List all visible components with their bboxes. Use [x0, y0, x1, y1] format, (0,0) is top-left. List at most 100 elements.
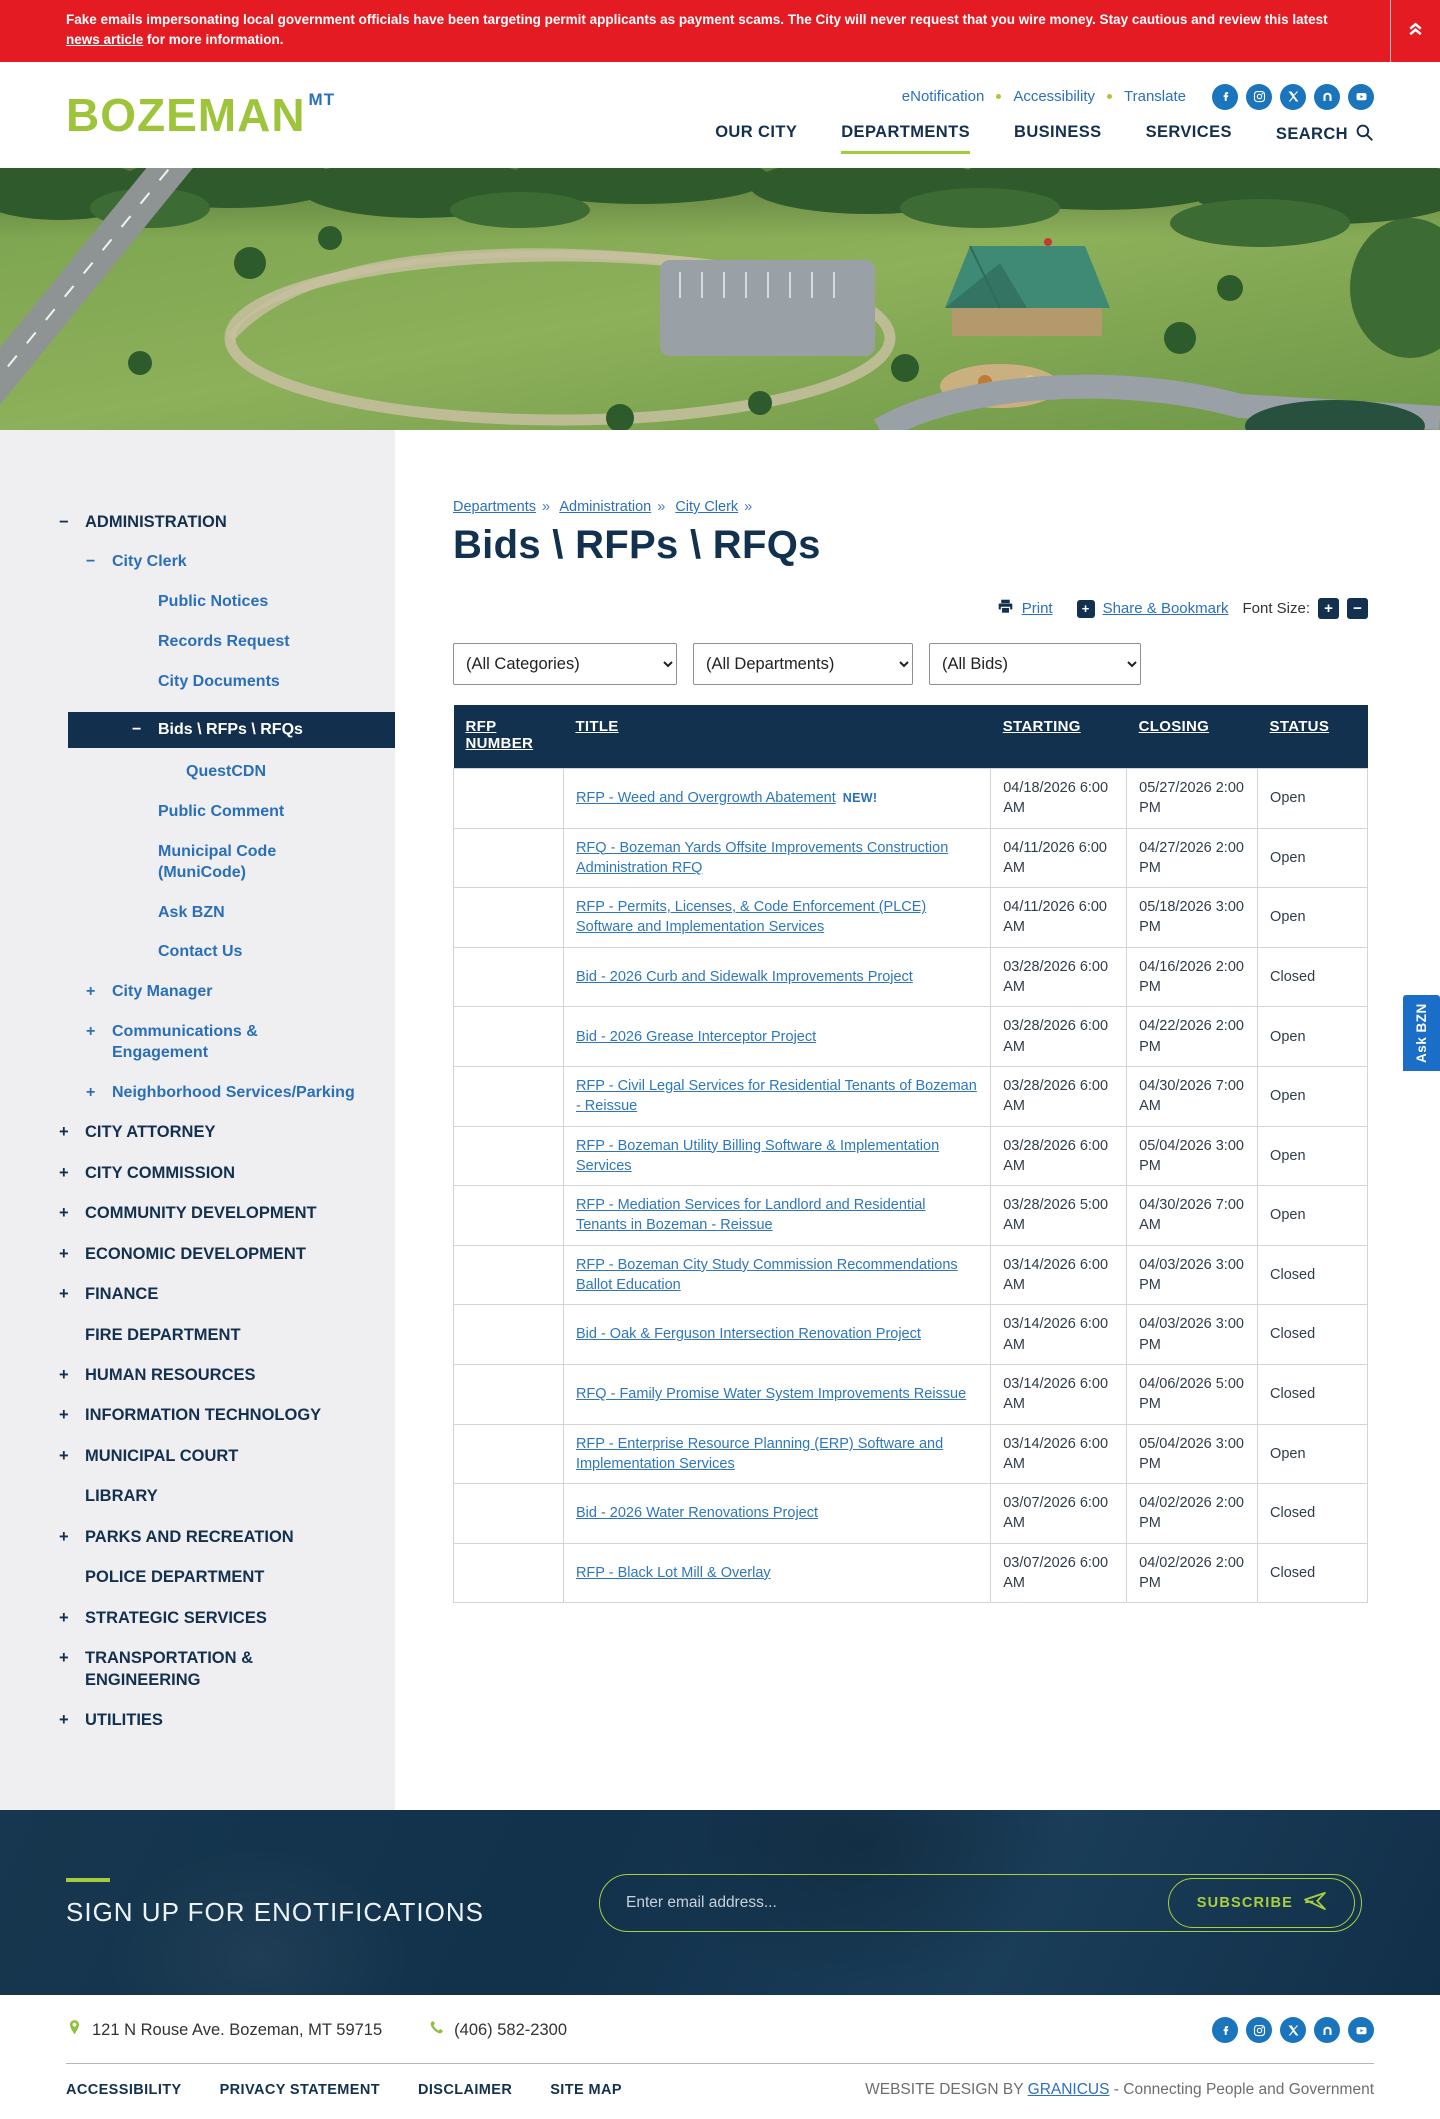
sidebar-item-questcdn[interactable]: QuestCDN — [0, 762, 395, 783]
privacy-statement-link[interactable]: PRIVACY STATEMENT — [219, 2082, 380, 2099]
sidebar-item-fire-department[interactable]: FIRE DEPARTMENT — [0, 1325, 395, 1346]
sidebar-item-public-notices[interactable]: Public Notices — [0, 592, 395, 613]
x-icon[interactable] — [1280, 2017, 1306, 2044]
bid-title-link[interactable]: Bid - 2026 Water Renovations Project — [575, 1505, 819, 1522]
sidebar-item-library[interactable]: LIBRARY — [0, 1486, 395, 1507]
bid-title-link[interactable]: Bid - 2026 Curb and Sidewalk Improvement… — [575, 968, 913, 985]
expand-icon[interactable]: + — [59, 1649, 69, 1668]
sidebar-item-label[interactable]: POLICE DEPARTMENT — [85, 1568, 265, 1587]
sidebar-item-label[interactable]: Public Notices — [158, 593, 269, 611]
sidebar-item-label[interactable]: HUMAN RESOURCES — [85, 1366, 256, 1385]
search-button[interactable]: SEARCH — [1276, 123, 1374, 147]
expand-icon[interactable]: + — [59, 1710, 69, 1729]
facebook-icon[interactable] — [1212, 83, 1238, 110]
sidebar-item-records-request[interactable]: Records Request — [0, 632, 395, 653]
sidebar-item-label[interactable]: STRATEGIC SERVICES — [85, 1608, 267, 1627]
translate-link[interactable]: Translate — [1124, 88, 1186, 105]
sidebar-item-label[interactable]: City Documents — [158, 672, 280, 690]
nav-services[interactable]: SERVICES — [1145, 123, 1232, 141]
font-size-decrease-button[interactable]: − — [1347, 598, 1368, 619]
sidebar-item-label[interactable]: CITY ATTORNEY — [85, 1123, 216, 1142]
sidebar-item-city-commission[interactable]: + CITY COMMISSION — [0, 1163, 395, 1184]
sidebar-item-label[interactable]: Ask BZN — [158, 903, 225, 921]
bid-title-link[interactable]: RFQ - Bozeman Yards Offsite Improvements… — [575, 839, 949, 876]
expand-icon[interactable]: + — [59, 1366, 69, 1385]
bid-title-link[interactable]: RFP - Black Lot Mill & Overlay — [575, 1564, 771, 1581]
expand-icon[interactable]: + — [59, 1163, 69, 1182]
sidebar-item-transportation-engineering[interactable]: + TRANSPORTATION & ENGINEERING — [0, 1648, 395, 1691]
breadcrumb-city-clerk[interactable]: City Clerk — [675, 499, 739, 515]
sidebar-item-police-department[interactable]: POLICE DEPARTMENT — [0, 1567, 395, 1588]
sidebar-item-label[interactable]: FINANCE — [85, 1285, 159, 1304]
sort-status[interactable]: STATUS — [1269, 718, 1330, 735]
x-icon[interactable] — [1280, 83, 1306, 110]
bid-title-link[interactable]: RFP - Mediation Services for Landlord an… — [575, 1197, 926, 1234]
email-input[interactable] — [626, 1893, 1156, 1912]
sidebar-item-label[interactable]: Municipal Code (MuniCode) — [158, 843, 277, 881]
sidebar-item-label[interactable]: City Clerk — [112, 553, 187, 571]
youtube-icon[interactable] — [1348, 2017, 1374, 2044]
sidebar-item-label[interactable]: ADMINISTRATION — [85, 513, 227, 531]
ask-bzn-tab[interactable]: Ask BZN — [1403, 995, 1440, 1071]
sidebar-item-label[interactable]: ECONOMIC DEVELOPMENT — [85, 1244, 306, 1263]
sidebar-item-label[interactable]: FIRE DEPARTMENT — [85, 1325, 241, 1344]
category-filter-select[interactable]: (All Categories) — [453, 643, 677, 685]
bid-title-link[interactable]: RFP - Permits, Licenses, & Code Enforcem… — [575, 899, 927, 936]
sidebar-item-information-technology[interactable]: + INFORMATION TECHNOLOGY — [0, 1405, 395, 1426]
expand-icon[interactable]: + — [59, 1285, 69, 1304]
sort-closing[interactable]: CLOSING — [1138, 718, 1210, 735]
sidebar-item-label[interactable]: PARKS AND RECREATION — [85, 1527, 294, 1546]
font-size-increase-button[interactable]: + — [1318, 598, 1339, 619]
nextdoor-icon[interactable] — [1314, 83, 1340, 110]
instagram-icon[interactable] — [1246, 2017, 1272, 2044]
expand-icon[interactable]: + — [59, 1123, 69, 1142]
accessibility-footer-link[interactable]: ACCESSIBILITY — [66, 2082, 182, 2099]
sidebar-item-ask-bzn[interactable]: Ask BZN — [0, 903, 395, 924]
collapse-icon[interactable]: − — [86, 553, 96, 571]
youtube-icon[interactable] — [1348, 83, 1374, 110]
sidebar-item-label[interactable]: City Manager — [112, 983, 213, 1001]
sidebar-item-parks-and-recreation[interactable]: + PARKS AND RECREATION — [0, 1527, 395, 1548]
sidebar-item-label[interactable]: INFORMATION TECHNOLOGY — [85, 1406, 322, 1425]
sidebar-item-label[interactable]: LIBRARY — [85, 1487, 158, 1506]
sidebar-item-city-manager[interactable]: + City Manager — [0, 982, 395, 1003]
bid-title-link[interactable]: RFP - Bozeman Utility Billing Software &… — [575, 1137, 940, 1174]
sidebar-item-neighborhood-services-parking[interactable]: + Neighborhood Services/Parking — [0, 1083, 395, 1104]
sidebar-item-city-documents[interactable]: City Documents — [0, 672, 395, 693]
sidebar-item-label[interactable]: Public Comment — [158, 803, 285, 821]
bid-title-link[interactable]: Bid - Oak & Ferguson Intersection Renova… — [575, 1326, 921, 1343]
expand-icon[interactable]: + — [59, 1406, 69, 1425]
sort-starting[interactable]: STARTING — [1002, 718, 1081, 735]
collapse-icon[interactable]: − — [59, 513, 69, 531]
granicus-link[interactable]: GRANICUS — [1027, 2081, 1110, 2099]
instagram-icon[interactable] — [1246, 83, 1272, 110]
sidebar-item-label[interactable]: MUNICIPAL COURT — [85, 1446, 239, 1465]
sidebar-item-municipal-code-municode[interactable]: Municipal Code (MuniCode) — [0, 842, 395, 884]
sidebar-item-community-development[interactable]: + COMMUNITY DEVELOPMENT — [0, 1203, 395, 1224]
sidebar-item-label[interactable]: COMMUNITY DEVELOPMENT — [85, 1204, 317, 1223]
disclaimer-link[interactable]: DISCLAIMER — [417, 2082, 513, 2099]
sidebar-item-label[interactable]: Bids \ RFPs \ RFQs — [158, 720, 303, 738]
sidebar-item-label[interactable]: TRANSPORTATION & ENGINEERING — [85, 1649, 254, 1689]
sidebar-item-label[interactable]: Neighborhood Services/Parking — [112, 1083, 355, 1101]
sidebar-item-strategic-services[interactable]: + STRATEGIC SERVICES — [0, 1608, 395, 1629]
sidebar-item-label[interactable]: Communications & Engagement — [112, 1023, 258, 1061]
sidebar-item-economic-development[interactable]: + ECONOMIC DEVELOPMENT — [0, 1244, 395, 1265]
sidebar-item-label[interactable]: Records Request — [158, 633, 290, 651]
bid-title-link[interactable]: RFP - Enterprise Resource Planning (ERP)… — [575, 1435, 944, 1472]
sidebar-item-bids-rfps-rfqs[interactable]: − Bids \ RFPs \ RFQs — [68, 711, 395, 749]
expand-icon[interactable]: + — [86, 1083, 96, 1101]
sidebar-item-city-clerk[interactable]: − City Clerk — [0, 552, 395, 573]
bid-title-link[interactable]: RFP - Bozeman City Study Commission Reco… — [575, 1256, 958, 1294]
subscribe-button[interactable]: SUBSCRIBE — [1167, 1877, 1355, 1928]
sort-title[interactable]: TITLE — [575, 718, 619, 735]
share-bookmark-link[interactable]: Share & Bookmark — [1102, 600, 1229, 617]
collapse-icon[interactable]: − — [132, 720, 142, 738]
sidebar-item-finance[interactable]: + FINANCE — [0, 1284, 395, 1305]
accessibility-link[interactable]: Accessibility — [1013, 88, 1096, 105]
sidebar-item-contact-us[interactable]: Contact Us — [0, 942, 395, 963]
expand-icon[interactable]: + — [59, 1608, 69, 1627]
bozeman-logo[interactable]: BOZEMAN MT — [66, 90, 335, 138]
site-map-link[interactable]: SITE MAP — [550, 2082, 622, 2099]
sidebar-item-utilities[interactable]: + UTILITIES — [0, 1710, 395, 1731]
